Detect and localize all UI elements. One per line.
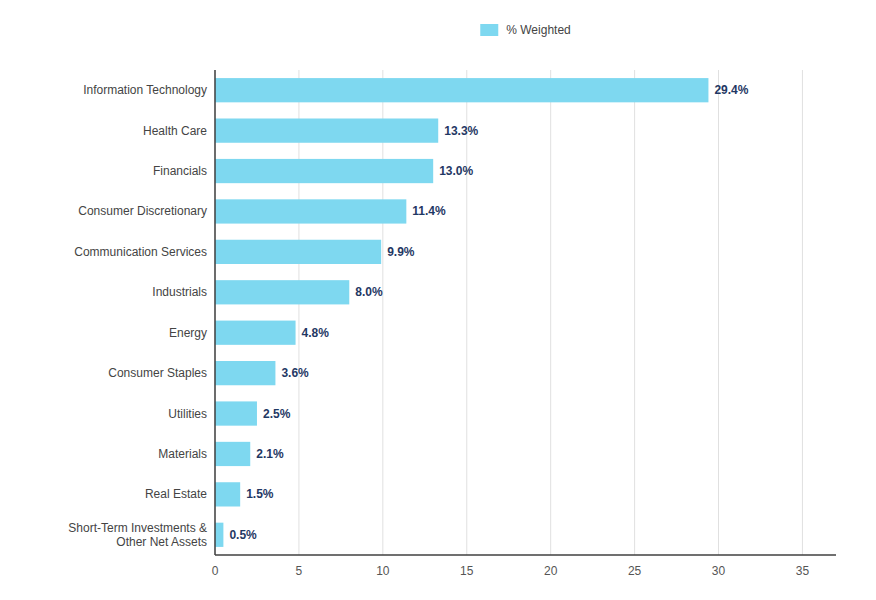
data-label: 13.3% [444, 124, 478, 138]
bar [215, 401, 257, 425]
y-tick-label: Utilities [168, 407, 207, 421]
x-tick-label: 0 [212, 564, 219, 578]
bars [215, 78, 708, 547]
bar [215, 280, 349, 304]
y-axis [214, 70, 216, 555]
x-tick-label: 30 [712, 564, 726, 578]
y-tick-label: Financials [153, 164, 207, 178]
x-tick-label: 10 [376, 564, 390, 578]
bar [215, 361, 275, 385]
data-label: 1.5% [246, 487, 274, 501]
y-tick-label: Energy [169, 326, 207, 340]
x-tick-label: 15 [460, 564, 474, 578]
bar [215, 78, 708, 102]
y-tick-label: Communication Services [74, 245, 207, 259]
y-tick-label: Short-Term Investments &Other Net Assets [68, 521, 207, 549]
bar [215, 119, 438, 143]
y-tick-label: Consumer Staples [108, 366, 207, 380]
x-tick-label: 35 [796, 564, 810, 578]
y-tick-label: Information Technology [83, 83, 207, 97]
legend-label: % Weighted [506, 23, 570, 37]
bar [215, 159, 433, 183]
data-label: 2.5% [263, 407, 291, 421]
y-tick-label: Real Estate [145, 487, 207, 501]
data-label: 4.8% [302, 326, 330, 340]
grid-line [466, 70, 467, 555]
y-tick-label: Consumer Discretionary [78, 204, 207, 218]
x-tick-label: 25 [628, 564, 642, 578]
legend: % Weighted [480, 23, 570, 37]
grid-line [802, 70, 803, 555]
y-tick-label: Materials [158, 447, 207, 461]
bar [215, 199, 406, 223]
data-label: 0.5% [229, 528, 257, 542]
x-tick-label: 5 [296, 564, 303, 578]
legend-swatch [480, 24, 498, 36]
data-label: 2.1% [256, 447, 284, 461]
data-label: 9.9% [387, 245, 415, 259]
data-label: 11.4% [412, 204, 446, 218]
grid-line [634, 70, 635, 555]
bar [215, 442, 250, 466]
data-label: 13.0% [439, 164, 473, 178]
data-label: 8.0% [355, 285, 383, 299]
grid-line [718, 70, 719, 555]
x-tick-label: 20 [544, 564, 558, 578]
y-tick-label: Industrials [152, 285, 207, 299]
x-axis [215, 554, 836, 556]
bar [215, 240, 381, 264]
grid-line [550, 70, 551, 555]
grid-line [215, 70, 216, 555]
chart: 0 5 10 15 20 25 30 35 0.5% 1.5% 2.1% 2.5% 3.6% 4.8% 8.… [0, 0, 876, 600]
grid [215, 70, 802, 555]
bar [215, 321, 296, 345]
data-label: 3.6% [281, 366, 309, 380]
bar [215, 482, 240, 506]
bar [215, 523, 223, 547]
data-label: 29.4% [714, 83, 748, 97]
y-tick-label: Health Care [143, 124, 207, 138]
